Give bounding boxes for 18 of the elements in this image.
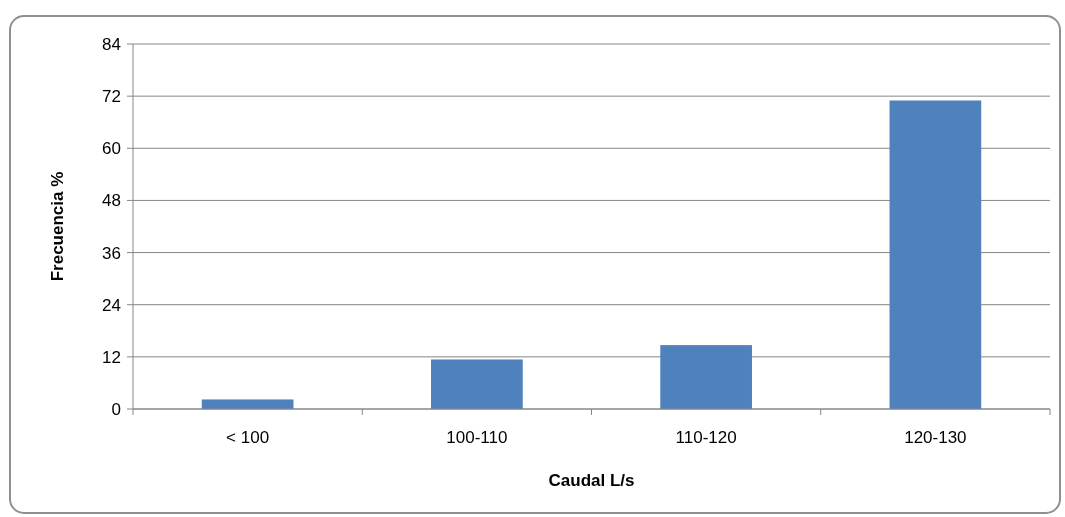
x-tick-label: < 100 (226, 428, 270, 447)
x-tick-label: 110-120 (675, 428, 737, 447)
y-tick-label: 60 (102, 139, 121, 159)
bar (431, 359, 523, 409)
y-tick-label: 48 (102, 191, 121, 211)
x-tick-label: 100-110 (446, 428, 508, 447)
y-tick-label: 72 (102, 87, 121, 107)
bar (201, 399, 294, 409)
y-tick-label: 36 (102, 243, 121, 263)
x-axis-title: Caudal L/s (548, 471, 635, 490)
y-tick-label: 84 (102, 34, 121, 54)
bar (660, 345, 752, 409)
y-tick-label: 24 (102, 295, 121, 315)
y-axis-title: Frecuencia % (48, 171, 67, 282)
y-tick-label: 0 (111, 399, 121, 419)
bar (889, 100, 982, 409)
y-tick-label: 12 (102, 347, 121, 367)
x-tick-label: 120-130 (904, 428, 967, 447)
